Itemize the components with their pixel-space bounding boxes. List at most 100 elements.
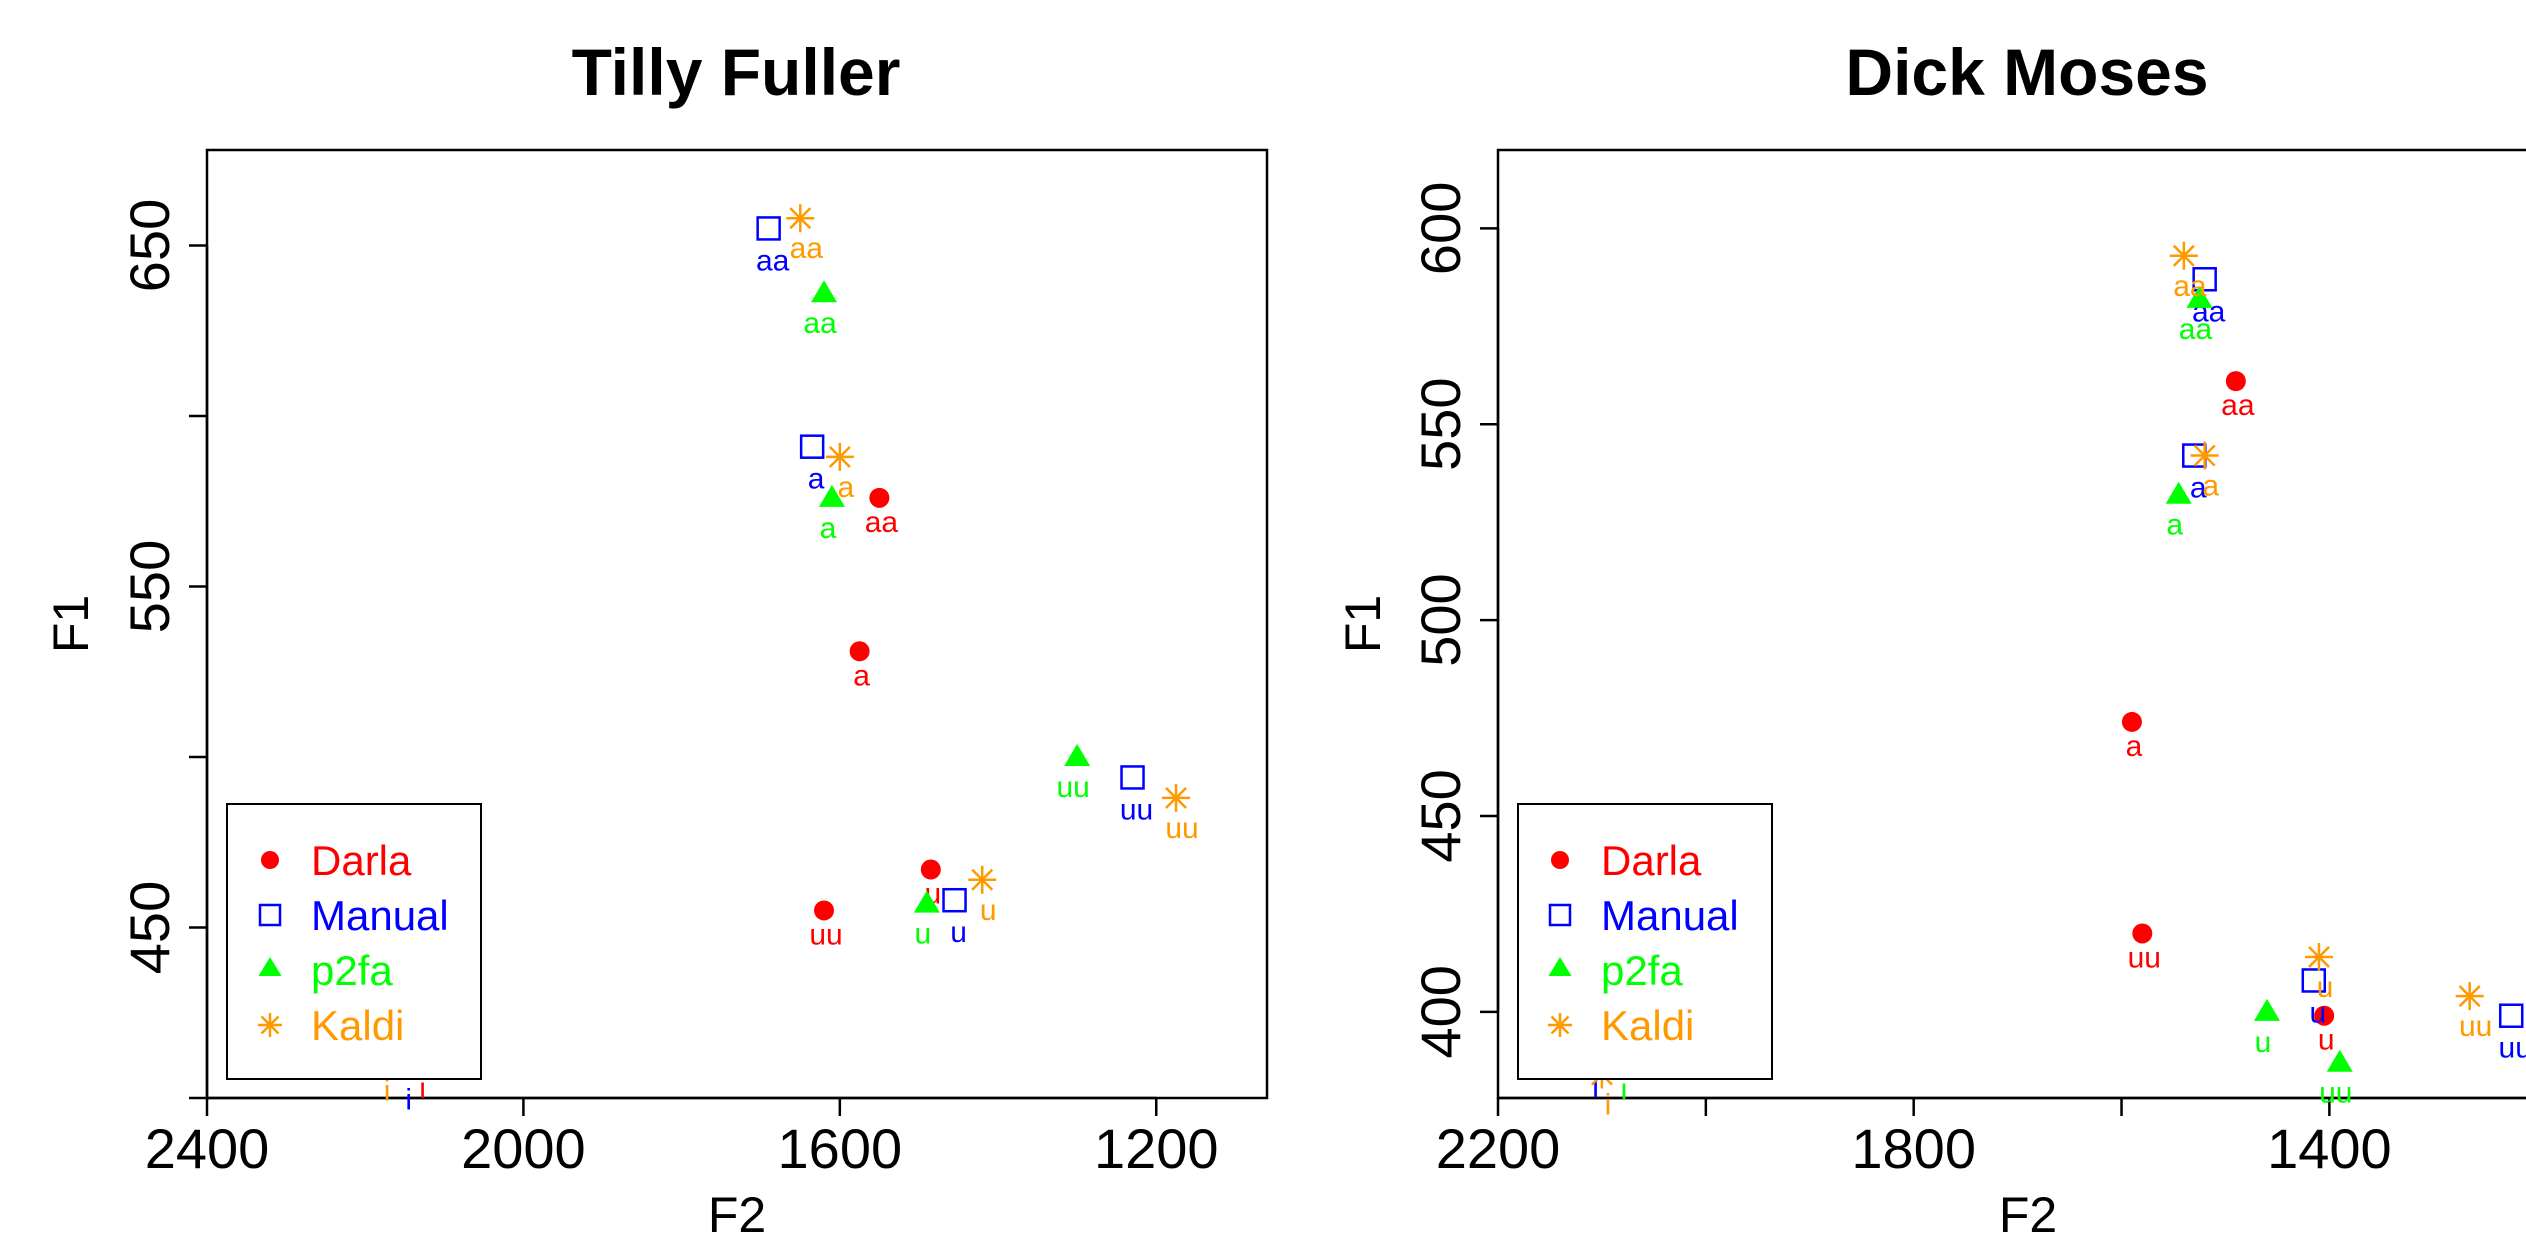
point-darla-i-label: i: [419, 1072, 426, 1105]
point-manual-aa: [756, 216, 781, 241]
point-kaldi-u: [2304, 942, 2333, 971]
point-darla-uu: [814, 900, 835, 921]
point-kaldi-a-label: a: [837, 471, 854, 504]
legend: Darla Manual p2fa Kaldi: [1517, 803, 1773, 1080]
legend-darla-label: Darla: [1601, 837, 1702, 884]
legend-item-darla: Darla: [1551, 837, 1702, 884]
point-kaldi-uu-label: uu: [2459, 1010, 2492, 1043]
point-manual-a-label: a: [2190, 472, 2207, 505]
y-tick-label-450: 450: [1409, 769, 1472, 862]
point-darla-a-label: a: [853, 659, 870, 692]
point-darla-a: [849, 641, 870, 662]
y-axis: 400 450 500 550 600: [1409, 182, 1500, 1059]
point-kaldi-uu: [2455, 982, 2484, 1011]
point-p2fa-u: [2254, 998, 2281, 1021]
legend-item-p2fa: p2fa: [1548, 947, 1683, 994]
point-kaldi-aa-label: aa: [790, 232, 824, 265]
point-manual-aa: [2192, 267, 2217, 292]
point-kaldi-u-label: u: [980, 894, 997, 927]
point-p2fa-aa: [2186, 285, 2213, 308]
point-kaldi-u-label: u: [2317, 971, 2334, 1004]
point-p2fa-u-label: u: [2255, 1026, 2272, 1059]
legend-darla-marker: [1551, 851, 1569, 869]
point-manual-uu-label: uu: [2499, 1032, 2526, 1065]
x-tick-label-1800: 1800: [1851, 1117, 1976, 1180]
y-tick-label-550: 550: [1409, 377, 1472, 470]
point-manual-uu: [1120, 765, 1145, 790]
panel-dick-moses: Dick Moses 2200 1800 1400 400450500550600 …: [1335, 35, 2526, 1238]
legend-item-manual: Manual: [258, 892, 449, 939]
legend-kaldi-marker: [1548, 1013, 1572, 1037]
y-tick-label-650: 650: [118, 199, 181, 292]
point-manual-aa-label: aa: [756, 244, 790, 277]
x-axis: 2200 1800 1400: [1436, 1096, 2526, 1180]
x-tick-label-1200: 1200: [1094, 1117, 1219, 1180]
x-axis-title: F2: [1999, 1187, 2057, 1238]
point-kaldi-u: [968, 865, 997, 894]
point-p2fa-a: [2165, 481, 2192, 504]
point-manual-uu-label: uu: [1120, 793, 1153, 826]
point-p2fa-i-label: i: [1621, 1073, 1628, 1106]
point-p2fa-u: [913, 890, 940, 913]
legend-darla-marker: [261, 851, 279, 869]
point-kaldi-aa: [786, 204, 815, 233]
legend-p2fa-label: p2fa: [1601, 947, 1683, 994]
y-tick-label-450: 450: [118, 881, 181, 974]
point-p2fa-aa-label: aa: [2179, 313, 2213, 346]
point-darla-uu: [2132, 923, 2153, 944]
point-manual-u: [2301, 968, 2327, 993]
legend-kaldi-marker: [258, 1013, 282, 1037]
point-manual-u: [942, 887, 967, 913]
legend-item-kaldi: Kaldi: [258, 1002, 404, 1049]
x-axis: 2400 2000 1600 1200: [145, 1096, 1219, 1180]
point-darla-aa-label: aa: [2221, 389, 2255, 422]
y-tick-label-550: 550: [118, 540, 181, 633]
x-tick-label-2400: 2400: [145, 1117, 270, 1180]
y-axis-title: F1: [43, 595, 99, 653]
point-darla-u-label: u: [2318, 1024, 2335, 1057]
point-p2fa-a-label: a: [820, 512, 837, 545]
point-kaldi-i-label: i: [384, 1074, 391, 1107]
point-p2fa-u-label: u: [915, 918, 932, 951]
point-kaldi-aa-label: aa: [2173, 270, 2207, 303]
point-manual-a: [799, 434, 825, 459]
point-manual-u-label: u: [2309, 996, 2326, 1029]
point-manual-uu: [2498, 1003, 2524, 1028]
point-kaldi-uu: [1162, 783, 1191, 812]
y-axis-title: F1: [1335, 595, 1391, 653]
x-tick-label-2200: 2200: [1436, 1117, 1561, 1180]
y-tick-label-600: 600: [1409, 182, 1472, 275]
point-kaldi-a: [825, 442, 854, 471]
legend-item-kaldi: Kaldi: [1548, 1002, 1694, 1049]
x-tick-label-2000: 2000: [461, 1117, 586, 1180]
legend-manual-label: Manual: [1601, 892, 1739, 939]
point-darla-aa-label: aa: [865, 506, 899, 539]
y-tick-label-500: 500: [1409, 573, 1472, 666]
x-tick-label-1600: 1600: [778, 1117, 903, 1180]
point-darla-uu-label: uu: [809, 918, 842, 951]
point-manual-u-label: u: [950, 916, 967, 949]
chart-title: Tilly Fuller: [572, 35, 901, 109]
legend-darla-label: Darla: [311, 837, 412, 884]
point-darla-aa: [2225, 371, 2246, 392]
point-p2fa-a: [818, 484, 845, 507]
x-tick-label-1400: 1400: [2267, 1117, 2392, 1180]
point-p2fa-uu-label: uu: [1056, 771, 1089, 804]
point-darla-u: [2314, 1005, 2335, 1026]
point-p2fa-aa-label: aa: [803, 307, 837, 340]
point-manual-i-label: i: [405, 1083, 412, 1116]
legend-p2fa-marker: [258, 957, 282, 976]
point-darla-a: [2121, 711, 2142, 732]
legend-manual-marker: [258, 903, 282, 927]
legend-item-manual: Manual: [1548, 892, 1739, 939]
x-axis-title: F2: [708, 1187, 766, 1238]
legend-p2fa-marker: [1548, 957, 1572, 976]
legend-item-p2fa: p2fa: [258, 947, 393, 994]
point-p2fa-uu-label: uu: [2319, 1077, 2352, 1110]
point-darla-aa: [869, 487, 890, 508]
panel-tilly-fuller: Tilly Fuller 2400 2000 1600 1200 450550650 …: [43, 35, 1269, 1238]
legend-kaldi-label: Kaldi: [1601, 1002, 1694, 1049]
legend-kaldi-label: Kaldi: [311, 1002, 404, 1049]
point-manual-a-label: a: [808, 463, 825, 496]
